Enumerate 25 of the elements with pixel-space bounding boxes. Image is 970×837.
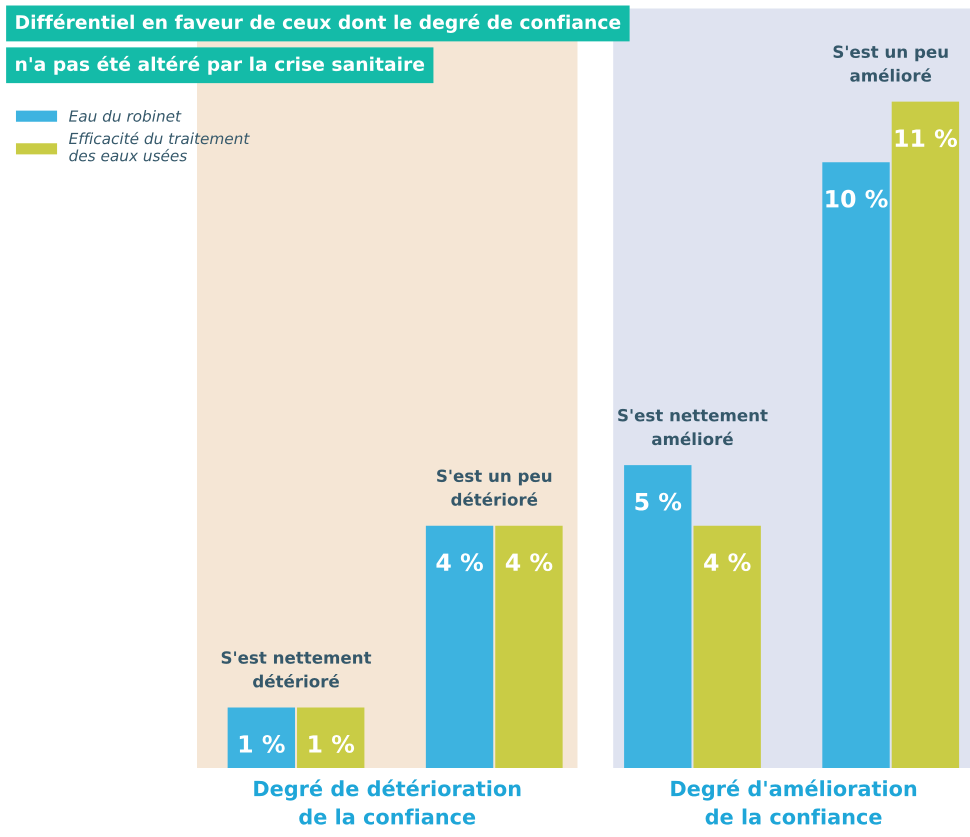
legend-label: Eau du robinet — [69, 110, 182, 122]
data-label: 4 % — [436, 553, 483, 572]
bar — [624, 465, 692, 768]
bar — [892, 102, 960, 768]
band-label: Degré de détérioration de la confiance — [254, 779, 520, 825]
band-label: Degré d'amélioration de la confiance — [671, 779, 916, 825]
x-tick-label: S'est nettement détérioré — [222, 651, 372, 688]
bar — [822, 162, 890, 768]
data-label: 4 % — [704, 553, 751, 572]
data-label: 5 % — [635, 492, 682, 511]
x-tick-label: S'est un peu amélioré — [834, 45, 948, 82]
data-label: 10 % — [826, 190, 888, 208]
bar — [693, 526, 761, 768]
data-label: 11 % — [896, 129, 958, 148]
bar — [228, 707, 296, 768]
bar — [495, 526, 563, 768]
chart-title: Différentiel en faveur de ceux dont le degré de confiance n'a pas été altéré par la crise sanitaire — [16, 14, 620, 75]
data-label: 4 % — [506, 553, 552, 572]
legend-label: Efficacité du traitement des eaux usées — [69, 132, 250, 162]
x-tick-label: S'est un peu détérioré — [437, 469, 552, 506]
x-tick-label: S'est nettement amélioré — [618, 408, 768, 446]
bar — [426, 526, 494, 768]
data-label: 1 % — [240, 735, 285, 753]
data-label: 1 % — [309, 735, 354, 753]
bar — [297, 707, 364, 768]
